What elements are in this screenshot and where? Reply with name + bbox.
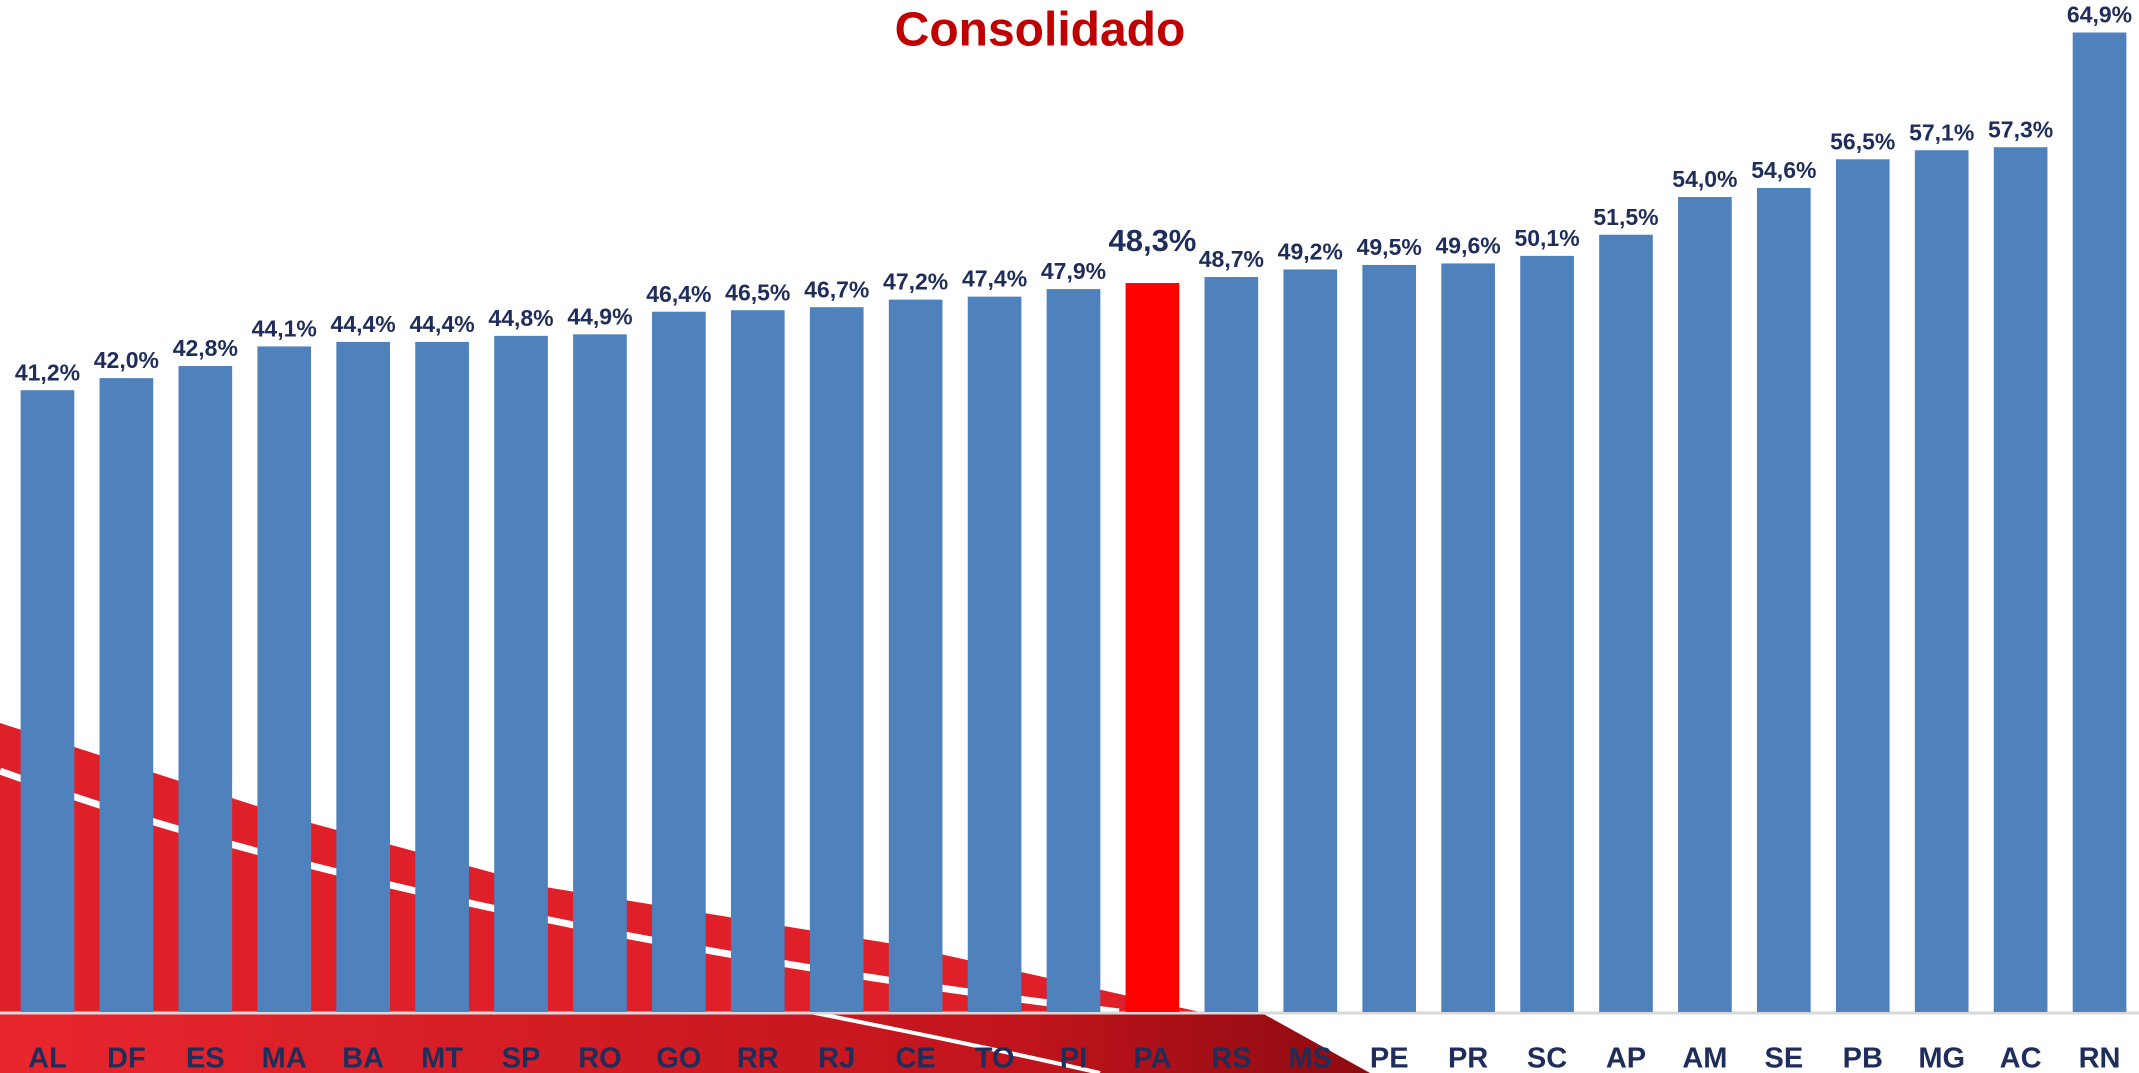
value-label: 46,4% <box>646 281 711 307</box>
value-label: 44,9% <box>567 303 632 329</box>
x-tick-label: MG <box>1918 1043 1965 1073</box>
x-tick-label: SC <box>1527 1043 1567 1073</box>
bar <box>336 341 391 1012</box>
value-label: 42,8% <box>173 335 238 361</box>
value-label: 49,5% <box>1357 234 1422 260</box>
bar <box>1046 289 1101 1012</box>
bar <box>1599 234 1653 1012</box>
x-tick-label: BA <box>342 1043 384 1073</box>
x-tick-label: PR <box>1448 1043 1488 1073</box>
bar <box>1835 159 1890 1013</box>
x-tick-label: MS <box>1289 1043 1333 1073</box>
bar <box>99 378 154 1013</box>
x-tick-label: PE <box>1370 1043 1409 1073</box>
bar <box>1125 283 1180 1013</box>
x-tick-label: MA <box>262 1043 307 1073</box>
x-tick-label: DF <box>107 1043 146 1073</box>
x-tick-label: ES <box>186 1043 225 1073</box>
x-tick-label: SP <box>502 1043 541 1073</box>
value-label: 44,8% <box>488 305 553 331</box>
value-label: 54,6% <box>1751 157 1816 183</box>
chart-title: Consolidado <box>895 4 1186 57</box>
bar <box>967 296 1022 1012</box>
value-label: 56,5% <box>1830 128 1895 154</box>
bar <box>1362 264 1417 1012</box>
value-label: 57,3% <box>1988 116 2053 142</box>
value-label: 48,3% <box>1108 223 1196 258</box>
x-tick-label: TO <box>975 1043 1015 1073</box>
x-tick-label: PI <box>1060 1043 1087 1073</box>
value-label: 47,9% <box>1041 258 1106 284</box>
x-tick-label: AL <box>28 1043 67 1073</box>
value-label: 51,5% <box>1593 204 1658 230</box>
bar <box>1204 277 1259 1012</box>
x-tick-label: PA <box>1133 1043 1171 1073</box>
x-tick-label: CE <box>895 1043 935 1073</box>
value-label: 49,6% <box>1436 232 1501 258</box>
bar <box>20 390 75 1013</box>
bar <box>888 299 943 1012</box>
x-tick-label: RO <box>578 1043 622 1073</box>
x-tick-label: RR <box>737 1043 779 1073</box>
x-tick-label: RS <box>1211 1043 1251 1073</box>
value-label: 42,0% <box>94 347 159 373</box>
bar <box>1914 150 1969 1012</box>
value-label: 54,0% <box>1672 166 1737 192</box>
value-label: 44,4% <box>409 311 474 337</box>
value-label: 48,7% <box>1199 246 1264 272</box>
bar <box>730 310 785 1012</box>
value-label: 41,2% <box>15 359 80 385</box>
value-label: 64,9% <box>2067 2 2132 28</box>
value-label: 57,1% <box>1909 119 1974 145</box>
bar <box>1678 197 1732 1012</box>
bar <box>573 334 627 1013</box>
x-tick-label: RN <box>2079 1043 2121 1073</box>
x-tick-label: AM <box>1682 1043 1727 1073</box>
x-tick-label: AP <box>1606 1043 1646 1073</box>
x-tick-label: SE <box>1764 1043 1803 1073</box>
bar <box>494 335 548 1012</box>
value-label: 50,1% <box>1514 225 1579 251</box>
bar <box>1756 187 1811 1012</box>
value-label: 46,5% <box>725 279 790 305</box>
x-tick-label: MT <box>421 1043 463 1073</box>
value-label: 46,7% <box>804 276 869 302</box>
bar <box>257 346 312 1013</box>
decoration <box>809 1010 1101 1073</box>
bar <box>178 366 233 1013</box>
x-tick-label: AC <box>2000 1043 2042 1073</box>
bar <box>2072 32 2127 1013</box>
x-tick-label: GO <box>656 1043 701 1073</box>
bar <box>652 311 706 1012</box>
value-label: 44,1% <box>252 316 317 342</box>
bar <box>1993 147 2048 1013</box>
value-label: 47,2% <box>883 269 948 295</box>
x-tick-label: PB <box>1843 1043 1883 1073</box>
bar <box>809 307 864 1013</box>
bar <box>415 341 469 1012</box>
value-label: 44,4% <box>331 311 396 337</box>
bar <box>1441 263 1495 1013</box>
bar <box>1520 255 1574 1013</box>
value-label: 49,2% <box>1278 239 1343 265</box>
value-label: 47,4% <box>962 266 1027 292</box>
bar <box>1283 269 1338 1012</box>
x-tick-label: RJ <box>818 1043 855 1073</box>
